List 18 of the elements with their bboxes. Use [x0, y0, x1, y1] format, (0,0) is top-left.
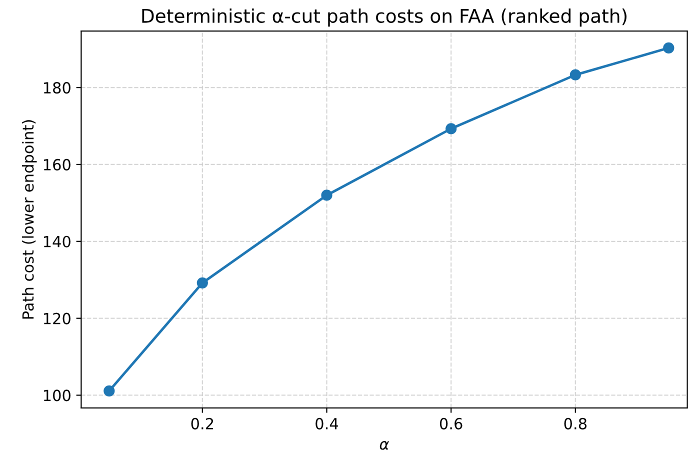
y-tick-label: 180 — [44, 82, 70, 94]
y-axis-title: Path cost (lower endpoint) — [22, 120, 37, 319]
x-tick-label: 0.6 — [440, 418, 462, 430]
point — [196, 277, 208, 288]
point — [663, 42, 674, 54]
x-axis-title: α — [380, 441, 390, 450]
y-tick-label: 120 — [44, 312, 70, 324]
chart-title: Deterministic α-cut path costs on FAA (ranked path) — [142, 8, 626, 27]
point — [104, 385, 115, 397]
point — [570, 69, 581, 80]
y-tick-label: 140 — [44, 236, 70, 248]
x-tick-label: 0.8 — [564, 418, 587, 430]
point — [446, 123, 457, 134]
y-tick-label: 160 — [44, 158, 70, 170]
point — [321, 190, 332, 201]
x-tick-label: 0.4 — [316, 418, 338, 430]
x-tick-label: 0.2 — [191, 418, 214, 430]
y-tick-label: 100 — [44, 390, 70, 402]
